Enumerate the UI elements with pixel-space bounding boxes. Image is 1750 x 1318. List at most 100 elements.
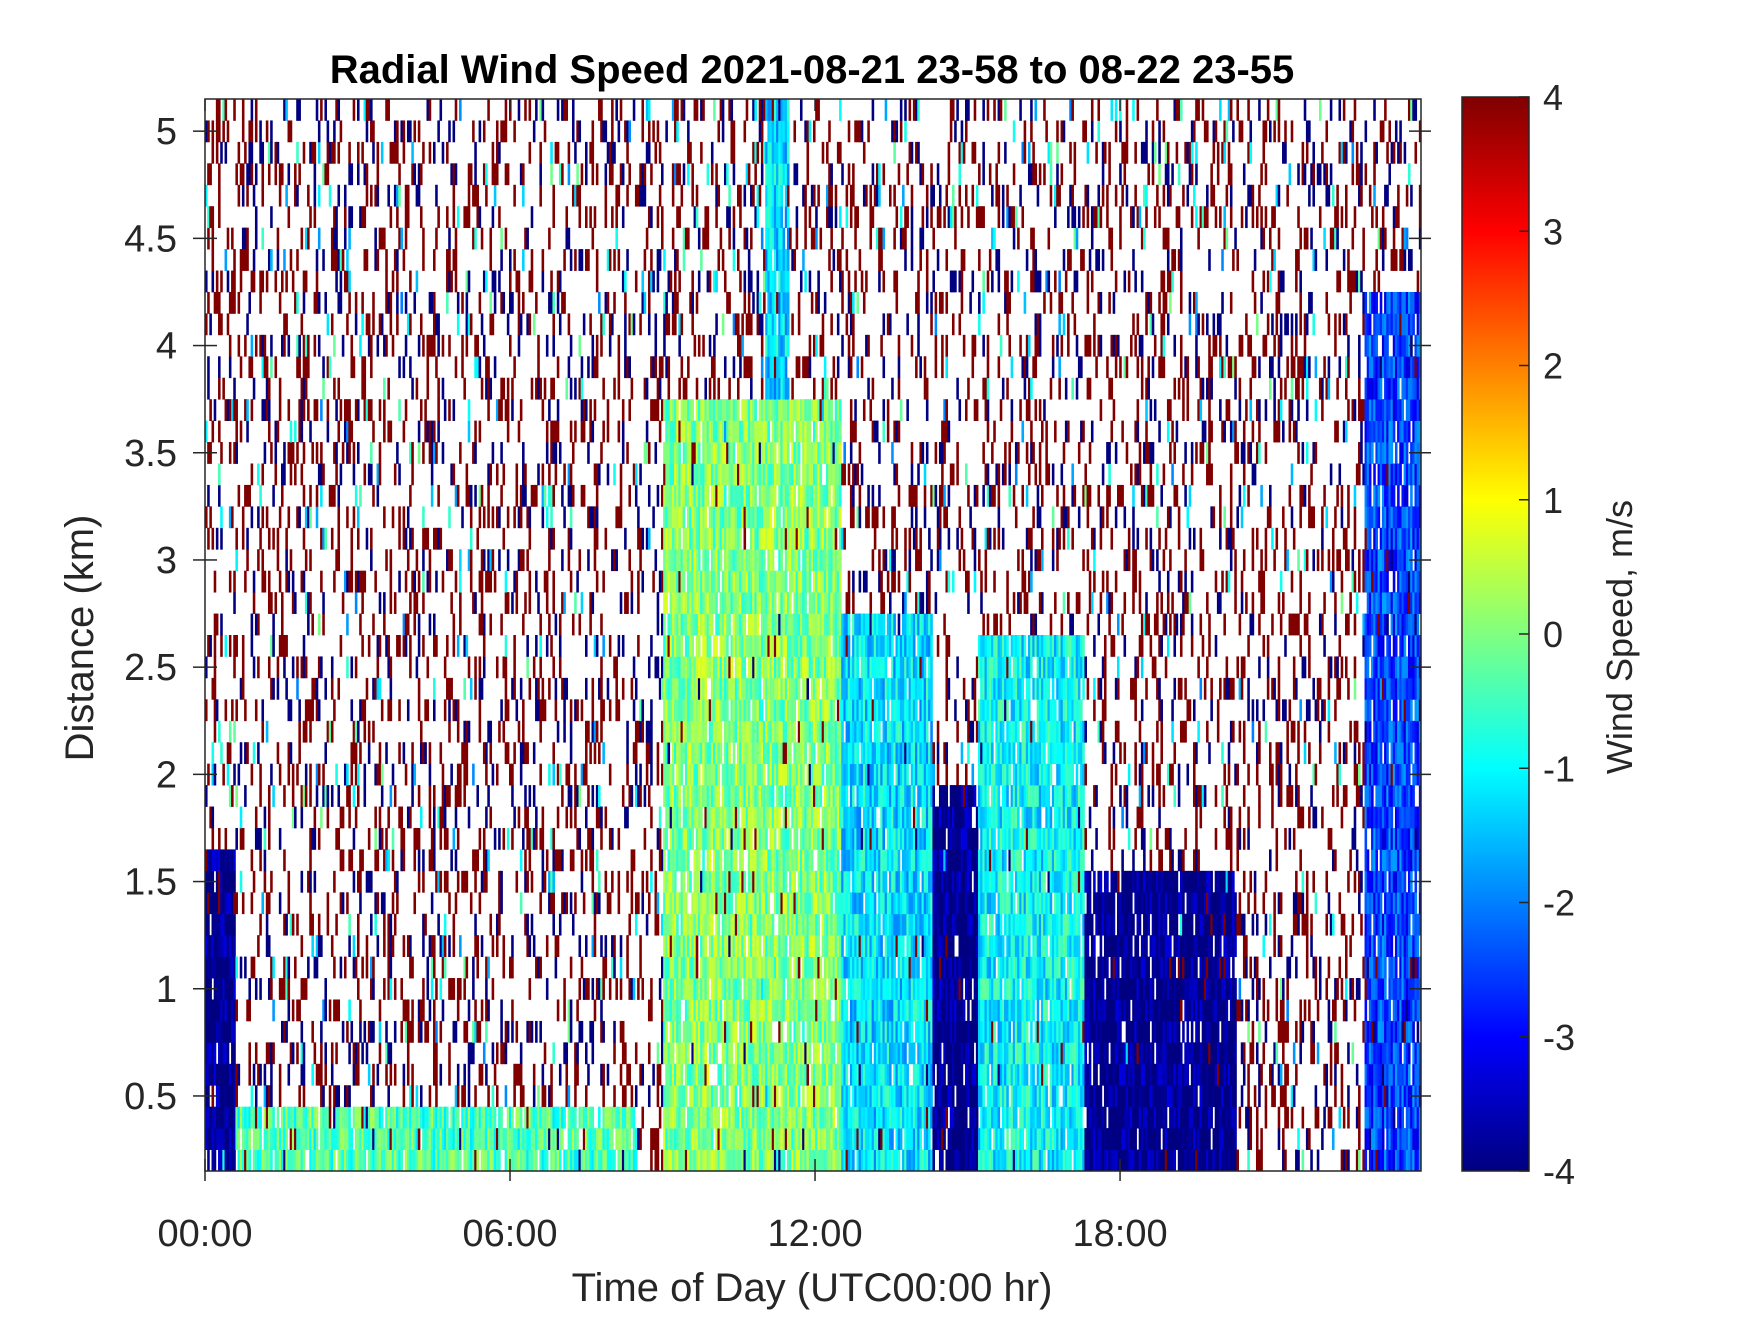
heatmap-cell (723, 270, 727, 293)
heatmap-cell (452, 635, 456, 657)
heatmap-cell (591, 592, 595, 614)
heatmap-cell (437, 1128, 440, 1150)
heatmap-cell (348, 141, 351, 164)
heatmap-cell (582, 1128, 586, 1150)
heatmap-cell (313, 291, 317, 314)
heatmap-cell (728, 570, 731, 593)
heatmap-cell (207, 377, 210, 400)
heatmap-cell (745, 806, 749, 829)
heatmap-cell (259, 1063, 262, 1086)
heatmap-cell (335, 999, 338, 1022)
heatmap-cell (647, 141, 651, 164)
heatmap-cell (278, 184, 282, 207)
heatmap-cell (228, 1085, 232, 1108)
heatmap-cell (563, 1149, 566, 1172)
heatmap-cell (663, 484, 666, 507)
heatmap-cell (233, 913, 236, 936)
heatmap-cell (296, 656, 299, 679)
heatmap-cell (600, 720, 603, 743)
heatmap-cell (213, 999, 217, 1022)
heatmap-cell (339, 463, 343, 486)
heatmap-cell (726, 527, 729, 550)
heatmap-cell (554, 1128, 558, 1150)
heatmap-cell (248, 1106, 251, 1129)
heatmap-cell (265, 935, 269, 957)
heatmap-cell (619, 1063, 623, 1086)
heatmap-cell (704, 742, 707, 765)
heatmap-cell (689, 742, 692, 765)
heatmap-cell (750, 570, 753, 593)
heatmap-cell (600, 935, 603, 957)
heatmap-cell (259, 978, 262, 1000)
heatmap-cell (567, 356, 571, 379)
heatmap-cell (465, 1149, 469, 1172)
heatmap-cell (250, 849, 254, 872)
heatmap-cell (513, 742, 516, 765)
heatmap-cell (548, 892, 551, 915)
heatmap-cell (309, 206, 312, 229)
heatmap-cell (270, 677, 273, 700)
heatmap-cell (611, 206, 614, 229)
heatmap-cell (593, 506, 597, 529)
heatmap-cell (602, 120, 605, 143)
heatmap-cell (691, 549, 694, 572)
heatmap-cell (267, 1149, 271, 1172)
heatmap-cell (380, 313, 384, 336)
heatmap-cell (422, 549, 425, 572)
heatmap-cell (370, 399, 373, 421)
heatmap-cell (367, 1020, 371, 1043)
heatmap-cell (721, 442, 725, 464)
heatmap-cell (745, 442, 749, 464)
heatmap-cell (682, 592, 686, 614)
heatmap-cell (658, 420, 662, 443)
heatmap-cell (691, 484, 694, 507)
heatmap-cell (326, 806, 330, 829)
heatmap-cell (684, 720, 688, 743)
heatmap-cell (593, 1128, 597, 1150)
heatmap-cell (454, 785, 458, 807)
heatmap-cell (737, 870, 740, 893)
heatmap-cell (750, 956, 753, 979)
heatmap-cell (330, 677, 334, 700)
heatmap-cell (485, 806, 488, 829)
heatmap-cell (343, 1149, 347, 1172)
heatmap-cell (211, 420, 215, 443)
heatmap-cell (737, 592, 740, 614)
heatmap-cell (721, 99, 725, 121)
heatmap-cell (365, 1106, 369, 1129)
heatmap-cell (682, 1020, 686, 1043)
heatmap-cell (511, 999, 514, 1022)
heatmap-cell (511, 956, 514, 979)
heatmap-cell (294, 956, 297, 979)
heatmap-cell (587, 506, 590, 529)
heatmap-cell (281, 270, 284, 293)
heatmap-cell (691, 1042, 694, 1065)
heatmap-cell (419, 313, 423, 336)
heatmap-cell (528, 592, 532, 614)
heatmap-cell (743, 978, 747, 1000)
heatmap-cell (239, 420, 243, 443)
heatmap-cell (261, 356, 265, 379)
heatmap-cell (682, 978, 686, 1000)
heatmap-cell (671, 1020, 675, 1043)
heatmap-cell (283, 313, 286, 336)
heatmap-cell (745, 720, 749, 743)
heatmap-cell (378, 1149, 382, 1172)
heatmap-cell (687, 484, 690, 507)
heatmap-cell (728, 913, 731, 936)
heatmap-cell (446, 827, 449, 850)
heatmap-cell (719, 870, 723, 893)
heatmap-cell (556, 1128, 560, 1150)
heatmap-cell (750, 742, 753, 765)
heatmap-cell (750, 613, 753, 636)
heatmap-cell (211, 270, 215, 293)
heatmap-cell (367, 399, 371, 421)
heatmap-cell (330, 1063, 334, 1086)
heatmap-cell (684, 763, 688, 786)
heatmap-cell (387, 913, 390, 936)
heatmap-cell (393, 120, 397, 143)
heatmap-cell (406, 1128, 410, 1150)
heatmap-cell (378, 1128, 382, 1150)
heatmap-cell (218, 356, 221, 379)
heatmap-cell (267, 527, 271, 550)
